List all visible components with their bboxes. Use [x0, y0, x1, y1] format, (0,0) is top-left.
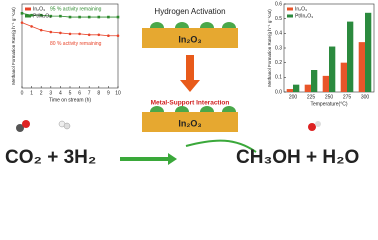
arrow [180, 55, 200, 92]
x-tick-label: 6 [78, 90, 81, 96]
point [20, 12, 24, 15]
legend-label: In₂O₃ [33, 6, 45, 12]
x-tick-label: 250 [325, 94, 334, 100]
molecule [22, 120, 30, 128]
support-slab [142, 28, 238, 48]
point [78, 15, 81, 19]
support-label: In₂O₃ [178, 118, 201, 128]
bar [329, 46, 336, 92]
bar [311, 70, 318, 92]
x-tick-label: 3 [49, 90, 52, 96]
bar [340, 62, 347, 92]
x-tick-label: 8 [97, 90, 100, 96]
point [49, 30, 53, 34]
legend-label: In₂O₃ [295, 6, 307, 12]
y-tick-label: 0.2 [275, 60, 282, 66]
arrow [120, 153, 177, 165]
point [59, 31, 62, 35]
annotation: 80 % activity remaining [50, 41, 102, 47]
y-tick-label: 0.4 [275, 31, 282, 37]
molecule [308, 123, 316, 131]
pt-particles [150, 22, 236, 28]
figure: Hydrogen Activation In₂O₃ Metal-Support … [5, 1, 375, 168]
pt-particles [150, 106, 236, 112]
point [78, 32, 81, 36]
point [97, 33, 101, 37]
point [49, 14, 53, 18]
point [68, 15, 72, 19]
bar [286, 89, 293, 92]
arrow [185, 139, 257, 153]
legend-swatch [287, 7, 293, 11]
bar [304, 84, 311, 92]
bar [347, 21, 354, 93]
y-axis-label: Methanol Formation Rate(g h⁻¹ g⁻¹cat) [267, 9, 272, 87]
x-tick-label: 1 [30, 90, 33, 96]
point [87, 15, 91, 19]
point [107, 15, 110, 19]
support-slab [142, 112, 238, 132]
point [116, 34, 120, 38]
x-tick-label: 9 [107, 90, 110, 96]
point [116, 15, 120, 19]
molecule [63, 122, 71, 130]
legend-swatch [25, 14, 31, 18]
legend-label: Pt/In₂O₃ [295, 13, 313, 19]
x-axis-label: Time on stream (h) [49, 97, 91, 103]
y-tick-label: 0.0 [275, 89, 282, 95]
bar [322, 75, 329, 92]
point [39, 13, 43, 17]
legend-swatch [287, 14, 293, 18]
x-tick-label: 0 [21, 90, 24, 96]
x-tick-label: 200 [289, 94, 298, 100]
x-tick-label: 7 [88, 90, 91, 96]
point [59, 14, 62, 18]
point [97, 15, 101, 19]
molecule [315, 121, 321, 127]
x-tick-label: 4 [59, 90, 62, 96]
x-tick-label: 10 [115, 90, 121, 96]
diagram: Hydrogen Activation In₂O₃ Metal-Support … [5, 7, 359, 168]
legend-swatch [25, 7, 31, 11]
y-tick-label: 0.3 [275, 45, 282, 51]
x-tick-label: 275 [343, 94, 352, 100]
x-tick-label: 225 [307, 94, 316, 100]
y-tick-label: 0.6 [275, 1, 282, 7]
y-axis-label: Methanol Formation Rate(g h⁻¹ g⁻¹cat) [11, 7, 16, 85]
molecule [16, 124, 24, 132]
point [30, 13, 33, 17]
point [87, 33, 91, 37]
bottom-label: Metal-Support Interaction [151, 100, 230, 107]
annotation: 95 % activity remaining [50, 6, 102, 12]
point [30, 25, 33, 28]
legend-label: Pt/In₂O₃ [33, 13, 51, 19]
y-tick-label: 0.1 [275, 75, 282, 81]
x-axis-label: Temperature(°C) [310, 101, 347, 107]
point [20, 21, 24, 24]
point [39, 28, 43, 32]
top-label: Hydrogen Activation [154, 7, 225, 16]
bar [365, 12, 372, 92]
bar [293, 84, 300, 92]
point [107, 34, 110, 38]
support-label: In₂O₃ [178, 34, 201, 44]
bar [358, 42, 365, 92]
reactants: CO₂ + 3H₂ [5, 147, 96, 168]
x-tick-label: 300 [361, 94, 370, 100]
y-tick-label: 0.5 [275, 16, 282, 22]
x-tick-label: 5 [69, 90, 72, 96]
products: CH₃OH + H₂O [236, 147, 359, 168]
point [68, 32, 72, 36]
x-tick-label: 2 [40, 90, 43, 96]
